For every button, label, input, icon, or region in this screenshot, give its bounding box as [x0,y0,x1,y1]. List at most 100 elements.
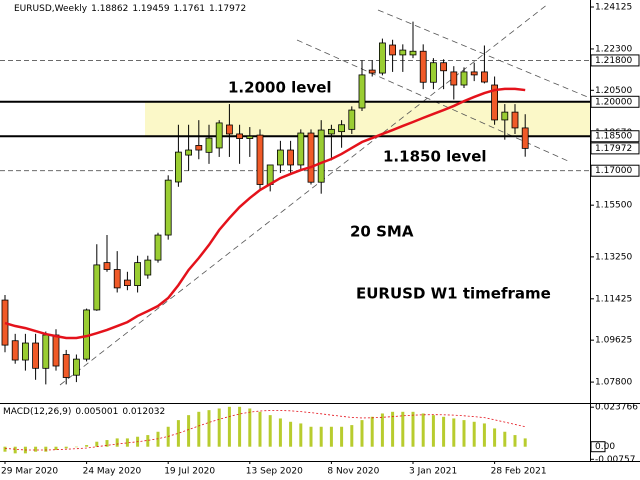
candle-body [73,358,80,376]
candle-body [327,128,335,135]
macd-title: MACD(12,26,9) [3,407,72,417]
macd-bar [64,446,68,449]
macd-bar [85,445,89,447]
candle-body [103,262,111,270]
macd-bar [360,420,364,447]
macd-value: 0.005001 [75,407,119,417]
sma-line [4,87,526,340]
candle-body [185,149,193,156]
macd-bar [176,420,180,447]
candle-body [338,124,346,133]
level-label: 1.18500 [595,132,632,142]
level-box [590,54,640,67]
candle-body [460,71,468,86]
trend-line [59,3,549,386]
candle-body [42,334,50,369]
candle-body [368,69,376,74]
level-label: 1.20000 [595,97,632,107]
current-price-box [590,142,640,155]
candle-body [307,132,315,183]
candle-body [32,342,39,369]
macd-bar [289,421,293,447]
signal-value: 0.012032 [122,407,166,417]
candle-body [134,262,142,286]
macd-bar [350,425,354,447]
candle-body [511,111,519,129]
macd-bar [146,435,150,447]
open-value: 1.18862 [91,4,129,14]
x-tick-label: 3 Jan 2021 [409,467,457,477]
candle-body [501,111,509,121]
high-value: 1.19459 [132,4,170,14]
candle-body [215,122,223,149]
macd-bar [54,446,58,451]
candle-body [491,84,499,121]
candle-body [205,137,213,153]
macd-bar [329,426,333,447]
candle-body [236,133,244,139]
macd-bar [258,411,262,447]
macd-bar [493,428,497,447]
macd-bar [340,426,344,447]
macd-bar [44,446,48,452]
macd-bar [278,418,282,447]
macd-bar [227,406,231,447]
candle-body [378,42,386,74]
candle-body [144,259,152,276]
symbol: EURUSD,Weekly [14,4,88,14]
macd-y-tick-label: 0.023766 [595,403,638,413]
macd-bar [125,438,129,447]
candle-body [195,145,203,151]
macd-bar [442,416,446,447]
candle-body [440,62,448,72]
x-tick-label: 8 Nov 2020 [327,467,379,477]
current-price-label: 1.17972 [595,144,632,154]
x-tick-label: 29 Mar 2020 [1,467,58,477]
macd-bar [421,413,425,447]
macd-bar [513,435,517,447]
macd-bar [3,446,7,452]
level-box [590,164,640,177]
y-tick-label: 1.24125 [595,3,632,13]
macd-bar [370,416,374,447]
candle-body [164,179,172,236]
macd-bar [319,426,323,447]
macd-bar [95,441,99,447]
macd-bar [268,415,272,447]
close-value: 1.17972 [209,4,247,14]
candle-body [93,264,101,311]
candle-body [389,44,397,56]
candle-body [1,299,9,346]
macd-bar [482,423,486,447]
candle-body [154,234,162,261]
candle-body [11,340,19,361]
candle-body [287,149,295,166]
macd-bar [380,413,384,447]
candle-body [450,71,458,86]
macd-bar [523,438,527,447]
x-tick-label: 28 Feb 2021 [491,467,547,477]
macd-header: MACD(12,26,9) 0.005001 0.012032 [3,407,169,417]
macd-bar [187,415,191,447]
candle-body [348,109,356,130]
macd-bar [74,446,78,448]
candle-body [113,269,121,289]
candle-body [470,71,478,76]
x-tick-label: 24 May 2020 [83,467,142,477]
signal-line [4,410,526,451]
macd-bar [13,446,17,454]
x-tick-label: 13 Sep 2020 [246,467,303,477]
level-label: 1.17000 [595,166,632,176]
macd-bar [401,411,405,447]
macd-zero-box [590,441,606,453]
candle-body [246,135,254,139]
macd-bar [105,440,109,447]
annotation: EURUSD W1 timeframe [356,285,551,303]
macd-y-tick-label: 0.00 [595,442,615,452]
macd-bar [34,446,38,452]
candle-body [52,334,60,367]
candle-body [358,74,366,109]
x-tick-label: 19 Jul 2020 [164,467,215,477]
candle-body [409,50,417,56]
